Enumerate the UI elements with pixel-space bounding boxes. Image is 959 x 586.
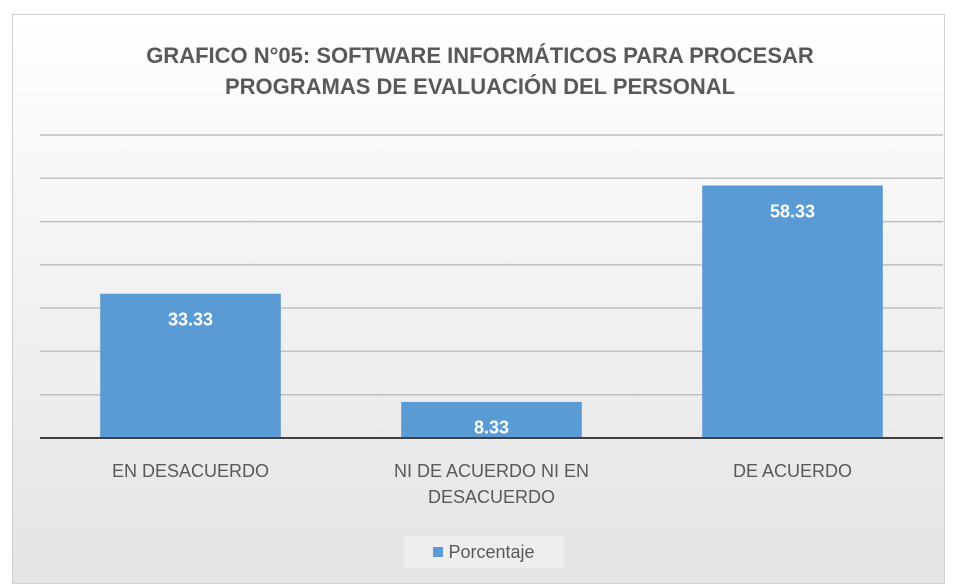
data-label: 8.33 — [474, 418, 509, 438]
bar — [702, 185, 883, 438]
legend-swatch — [433, 547, 444, 557]
x-tick-label: EN DESACUERDO — [111, 461, 270, 481]
data-label: 58.33 — [770, 201, 815, 221]
x-tick-label: DE ACUERDO — [732, 461, 853, 481]
legend: Porcentaje — [404, 536, 564, 568]
chart-title: GRAFICO N°05: SOFTWARE INFORMÁTICOS PARA… — [146, 43, 814, 99]
bar — [100, 293, 281, 438]
legend-label: Porcentaje — [448, 541, 535, 562]
data-label: 33.33 — [168, 309, 213, 329]
bar — [401, 401, 582, 438]
x-tick-label: NI DE ACUERDO NI EN DESACUERDO — [393, 461, 590, 507]
